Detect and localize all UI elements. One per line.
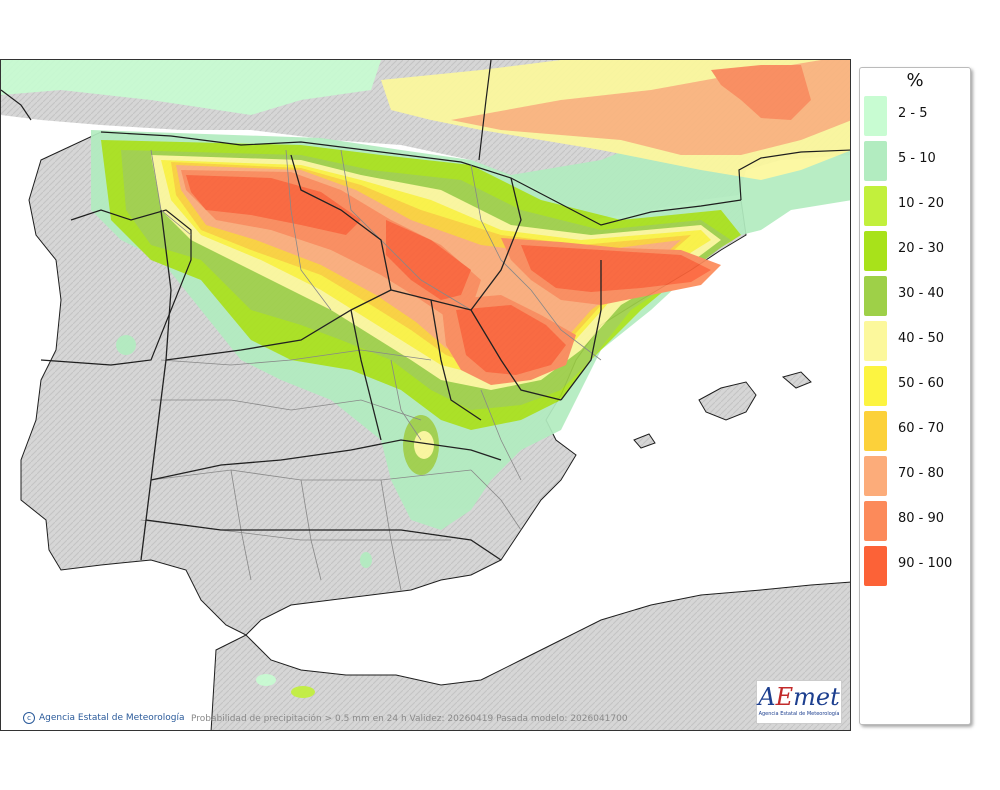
- legend-label: 5 - 10: [898, 151, 936, 166]
- legend-swatch: [864, 231, 887, 271]
- legend-swatch: [864, 501, 887, 541]
- legend-label: 20 - 30: [898, 241, 945, 256]
- legend-swatch: [864, 321, 887, 361]
- copyright-icon: c: [23, 712, 35, 724]
- legend-swatch: [864, 276, 887, 316]
- legend-label: 70 - 80: [898, 466, 945, 481]
- legend-swatch: [864, 411, 887, 451]
- legend-item: 5 - 10: [864, 139, 968, 181]
- legend-item: 20 - 30: [864, 229, 968, 271]
- borders: [1, 60, 850, 366]
- legend-label: 50 - 60: [898, 376, 945, 391]
- regional-borders: [140, 149, 602, 591]
- legend-swatch: [864, 96, 887, 136]
- aemet-logo: AEmet Agencia Estatal de Meteorología: [756, 680, 842, 724]
- legend-swatch: [864, 456, 887, 496]
- precipitation-map: [1, 60, 850, 730]
- legend-label: 80 - 90: [898, 511, 945, 526]
- legend-swatch: [864, 366, 887, 406]
- logo-word: AEmet: [758, 683, 840, 711]
- legend-item: 50 - 60: [864, 364, 968, 406]
- legend-label: 90 - 100: [898, 556, 953, 571]
- legend-label: 2 - 5: [898, 106, 928, 121]
- map-panel: c Agencia Estatal de Meteorología Probab…: [0, 59, 851, 731]
- legend-item: 80 - 90: [864, 499, 968, 541]
- credit-text: Agencia Estatal de Meteorología: [39, 713, 185, 723]
- legend-panel: % 2 - 5 5 - 10 10 - 20 20 - 30 30 - 40 40 - 5…: [859, 67, 971, 725]
- legend-swatch: [864, 141, 887, 181]
- legend-swatch: [864, 546, 887, 586]
- map-caption: Probabilidad de precipitación > 0.5 mm e…: [191, 714, 628, 724]
- legend-item: 60 - 70: [864, 409, 968, 451]
- legend-label: 30 - 40: [898, 286, 945, 301]
- autonomy-borders: [140, 154, 602, 561]
- legend-unit: %: [906, 70, 924, 91]
- logo-subtitle: Agencia Estatal de Meteorología: [758, 711, 840, 717]
- legend-label: 60 - 70: [898, 421, 945, 436]
- legend-item: 2 - 5: [864, 94, 968, 136]
- legend-item: 90 - 100: [864, 544, 968, 586]
- legend-item: 30 - 40: [864, 274, 968, 316]
- legend-item: 40 - 50: [864, 319, 968, 361]
- agency-credit: c Agencia Estatal de Meteorología: [23, 712, 185, 724]
- legend-label: 40 - 50: [898, 331, 945, 346]
- legend-label: 10 - 20: [898, 196, 945, 211]
- legend-swatch: [864, 186, 887, 226]
- legend-item: 70 - 80: [864, 454, 968, 496]
- legend-item: 10 - 20: [864, 184, 968, 226]
- probability-fields: [1, 60, 850, 698]
